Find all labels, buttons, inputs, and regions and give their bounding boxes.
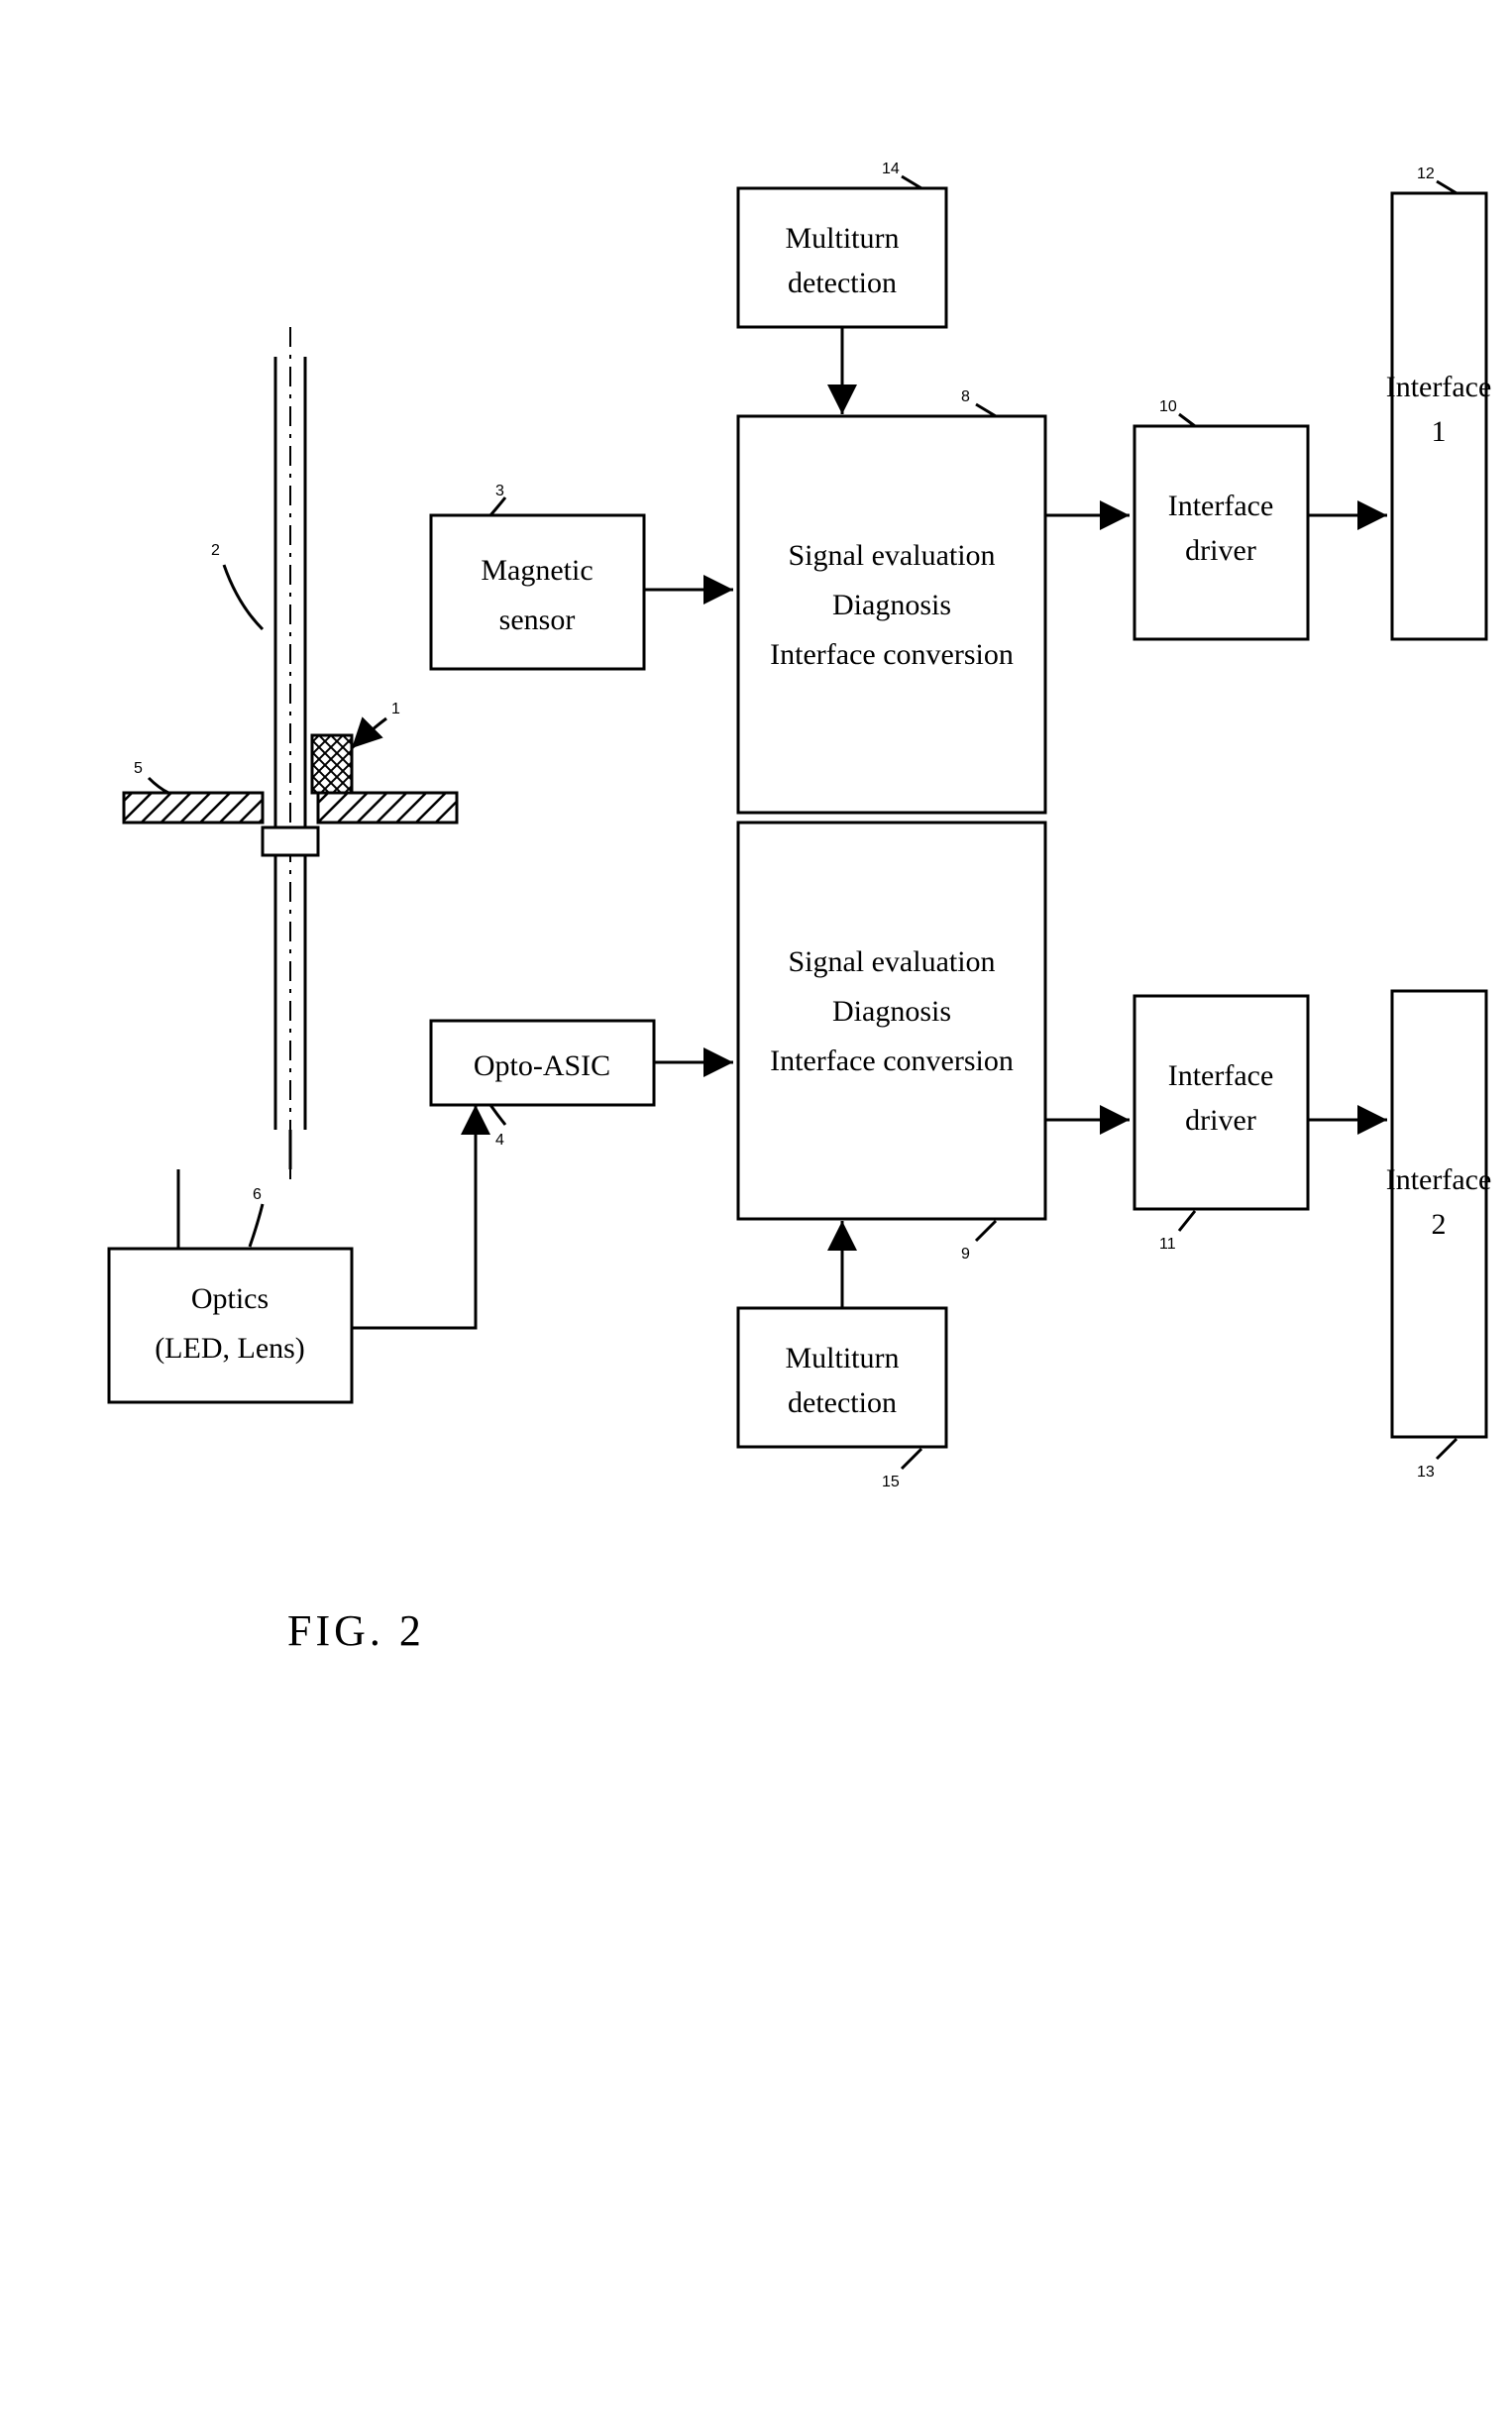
ref-13-leader	[1437, 1439, 1457, 1459]
drv-bot-label2: driver	[1185, 1104, 1256, 1137]
ref-4-leader	[490, 1105, 505, 1125]
ref-2: 2	[211, 542, 220, 559]
ref-11: 11	[1159, 1236, 1176, 1253]
drv-top-label2: driver	[1185, 534, 1256, 567]
interface-driver-bot-box: Interface driver	[1134, 996, 1308, 1209]
sig-bot-label1: Signal evaluation	[788, 945, 995, 978]
mt-top-label1: Multiturn	[785, 222, 899, 255]
figure-label: FIG. 2	[287, 1606, 425, 1655]
ref-10: 10	[1159, 398, 1177, 415]
ref-13: 13	[1417, 1464, 1435, 1481]
if-bot-label1: Interface	[1386, 1163, 1492, 1196]
ref-14-leader	[902, 176, 921, 188]
ref-3-leader	[490, 497, 505, 515]
ref-15: 15	[882, 1474, 900, 1490]
ref-9-leader	[976, 1221, 996, 1241]
magnet	[312, 735, 352, 793]
ref-2-leader	[224, 565, 263, 629]
if-bot-label2: 2	[1432, 1208, 1447, 1241]
mt-bot-label1: Multiturn	[785, 1342, 899, 1374]
ref-1: 1	[391, 701, 400, 717]
interface-1-box: Interface 1	[1386, 193, 1492, 639]
sig-bot-label3: Interface conversion	[770, 1045, 1014, 1077]
ref-10-leader	[1179, 414, 1195, 426]
ref-12-leader	[1437, 181, 1457, 193]
sig-top-label1: Signal evaluation	[788, 539, 995, 572]
multiturn-top-box: Multiturn detection	[738, 188, 946, 327]
ref-8: 8	[961, 388, 970, 405]
ref-11-leader	[1179, 1211, 1195, 1231]
shaft-to-optics-link	[178, 1130, 290, 1249]
mt-top-label2: detection	[788, 267, 897, 299]
mt-bot-label2: detection	[788, 1386, 897, 1419]
sig-bot-label2: Diagnosis	[832, 995, 951, 1028]
ref-6: 6	[253, 1186, 262, 1203]
if-top-label2: 1	[1432, 415, 1447, 448]
mag-sensor-label2: sensor	[499, 604, 576, 636]
shaft	[263, 327, 318, 1179]
ref-5: 5	[134, 760, 143, 777]
interface-driver-top-box: Interface driver	[1134, 426, 1308, 639]
ref-1-leader	[352, 718, 386, 748]
optics-box: Optics (LED, Lens)	[109, 1249, 352, 1402]
optics-to-optoasic-link	[352, 1105, 476, 1328]
sig-eval-bot-box: Signal evaluation Diagnosis Interface co…	[738, 823, 1045, 1219]
ref-9: 9	[961, 1246, 970, 1263]
optics-label1: Optics	[191, 1282, 269, 1315]
mag-sensor-label1: Magnetic	[481, 554, 593, 587]
ref-4: 4	[495, 1132, 504, 1149]
multiturn-bot-box: Multiturn detection	[738, 1308, 946, 1447]
ref-6-leader	[250, 1204, 263, 1247]
if-top-label1: Interface	[1386, 371, 1492, 403]
ref-3: 3	[495, 483, 504, 499]
drv-top-label1: Interface	[1168, 490, 1274, 522]
ref-14: 14	[882, 161, 900, 177]
ref-15-leader	[902, 1449, 921, 1469]
block-diagram: 2 5 1 Optics (LED, Lens) 6 Magnetic sens…	[40, 40, 1512, 2379]
sig-top-label3: Interface conversion	[770, 638, 1014, 671]
ref-5-leader	[149, 778, 168, 793]
magnetic-sensor-box: Magnetic sensor	[431, 515, 644, 669]
interface-2-box: Interface 2	[1386, 991, 1492, 1437]
opto-asic-box: Opto-ASIC	[431, 1021, 654, 1105]
opto-asic-label: Opto-ASIC	[474, 1049, 610, 1082]
drv-bot-label1: Interface	[1168, 1059, 1274, 1092]
sig-eval-top-box: Signal evaluation Diagnosis Interface co…	[738, 416, 1045, 813]
optics-label2: (LED, Lens)	[155, 1332, 305, 1365]
sig-top-label2: Diagnosis	[832, 589, 951, 621]
ref-8-leader	[976, 404, 996, 416]
ref-12: 12	[1417, 165, 1435, 182]
